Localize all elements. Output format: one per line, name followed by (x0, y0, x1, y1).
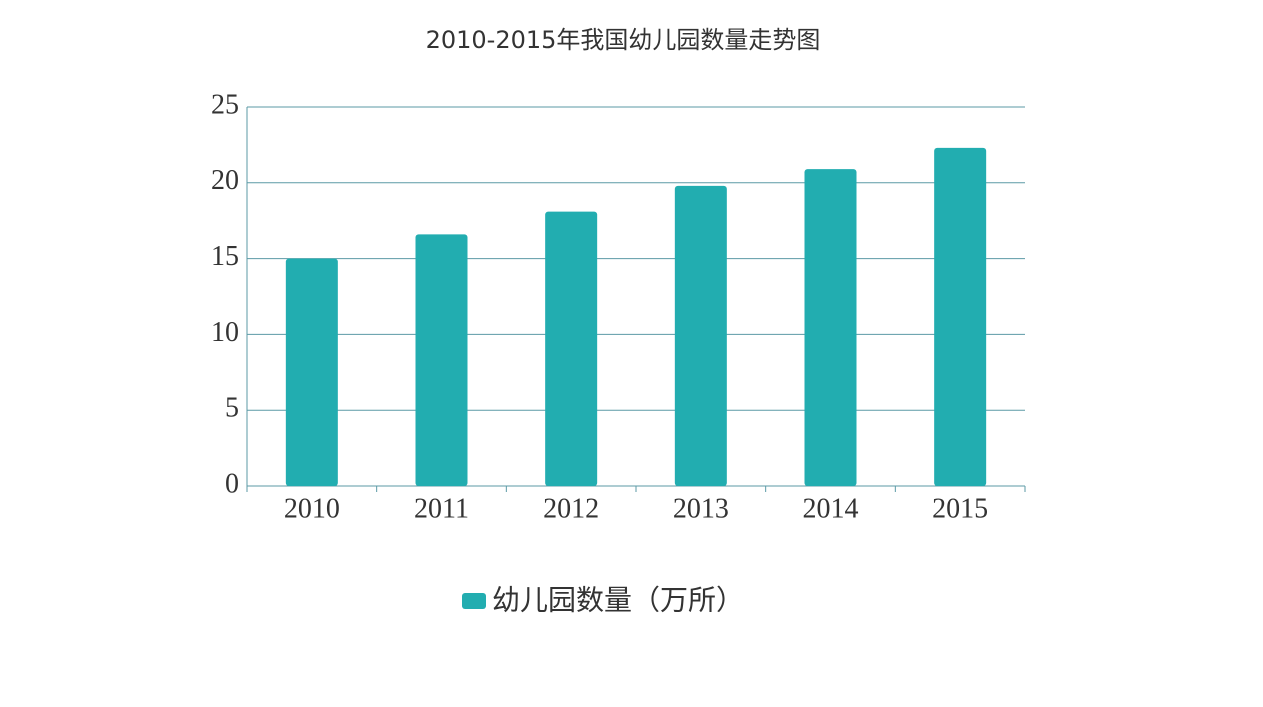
x-tick-label: 2010 (284, 493, 340, 524)
bar (545, 211, 598, 486)
bar (674, 185, 727, 486)
bar (415, 234, 468, 486)
x-tick-label: 2012 (543, 493, 599, 524)
y-tick-label: 10 (211, 317, 239, 348)
bar (285, 258, 338, 486)
legend-swatch (462, 593, 486, 609)
y-tick-label: 5 (225, 393, 239, 424)
x-tick-label: 2015 (932, 493, 988, 524)
x-tick-label: 2014 (803, 493, 859, 524)
y-tick-label: 0 (225, 468, 239, 499)
bar (934, 147, 987, 486)
y-tick-label: 25 (211, 89, 239, 120)
bar (804, 169, 857, 486)
x-tick-label: 2013 (673, 493, 729, 524)
x-tick-label: 2011 (414, 493, 469, 524)
y-tick-label: 20 (211, 165, 239, 196)
y-tick-label: 15 (211, 241, 239, 272)
chart-title: 2010-2015年我国幼儿园数量走势图 (426, 26, 821, 54)
legend-label: 幼儿园数量（万所） (492, 584, 744, 616)
